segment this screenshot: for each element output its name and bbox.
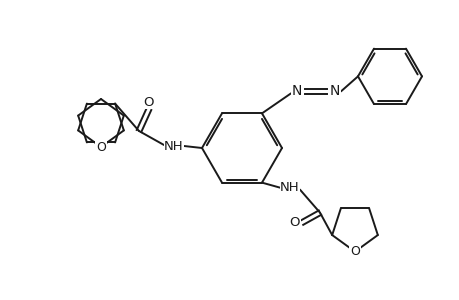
Text: O: O — [96, 140, 106, 154]
Text: O: O — [349, 245, 359, 258]
Text: NH: NH — [280, 181, 299, 194]
Text: N: N — [291, 84, 302, 98]
Text: NH: NH — [164, 140, 184, 152]
Text: O: O — [289, 216, 300, 229]
Text: O: O — [143, 95, 154, 109]
Text: N: N — [329, 84, 340, 98]
